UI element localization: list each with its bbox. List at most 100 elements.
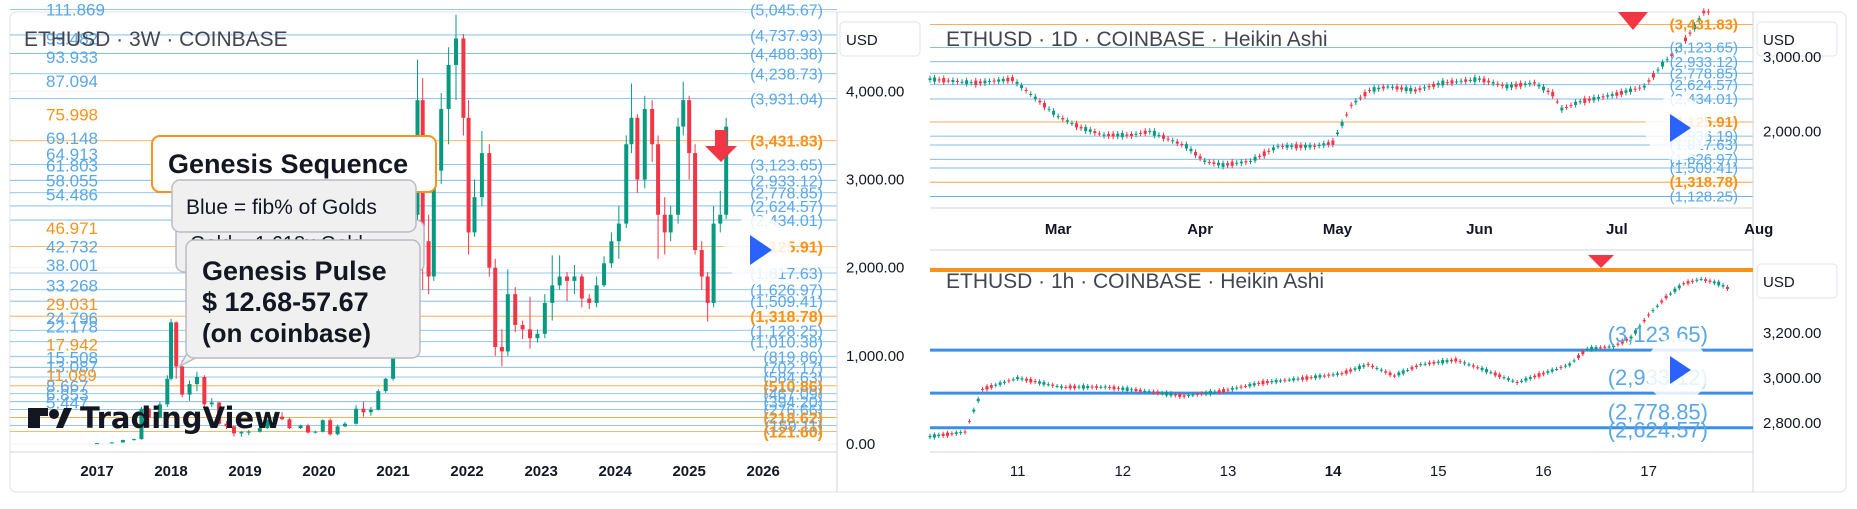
rt-candle-body [1555,101,1559,103]
rb-candle-body [1633,330,1637,334]
rt-candle-body [1294,144,1298,149]
rt-candle-body [1171,140,1175,142]
rb-candle-body [1699,278,1703,280]
left-candle-body [594,285,599,303]
rb-x-tick-label: 14 [1325,463,1342,480]
left-x-tick-label: 2025 [672,463,705,480]
left-candle-body [487,153,492,268]
rt-candle-body [1372,87,1376,92]
rt-candle-body [988,81,992,83]
rb-candle-body [1629,336,1633,339]
rb-candle-body [1046,384,1050,386]
rt-candle-body [1038,100,1042,103]
right-top-chart-title: ETHUSD · 1D · COINBASE · Heikin Ashi [946,28,1328,51]
rt-candle-body [1697,18,1701,21]
rb-candle-body [1270,380,1274,383]
rt-candle-body [1258,156,1262,158]
left-y-tick-label: 0.00 [846,436,875,453]
rb-candle-body [1068,385,1072,389]
rb-candle-body [1638,325,1642,327]
rt-candle-body [1093,131,1097,134]
rt-candle-body [1390,86,1394,88]
rt-candle-body [1519,82,1523,87]
rb-candle-body [1463,362,1467,364]
rt-candle-body [1615,92,1619,96]
rt-candle-body [1001,79,1005,82]
rt-currency-button[interactable] [1756,21,1838,57]
rt-candle-body [1194,152,1198,156]
rb-candle-body [1038,381,1042,384]
left-candle-body [513,294,518,325]
left-candle-body [668,214,673,233]
rb-candle-body [1230,387,1234,390]
rb-play-button[interactable] [1645,338,1709,402]
rb-candle-body [1568,363,1572,366]
rt-candles [928,8,1710,170]
rb-candle-body [1016,377,1020,379]
rb-x-tick-label: 13 [1220,463,1237,480]
rb-candle-body [1647,314,1651,316]
left-fib-price-label: (819.86) [763,350,823,367]
rt-candle-body [1459,80,1463,82]
rb-candle-body [1524,378,1528,381]
rb-candle-body [1419,364,1423,366]
rt-candle-body [1564,106,1568,108]
rb-x-tick-label: 12 [1114,463,1131,480]
rt-candle-body [1651,73,1655,78]
rb-candle-body [1252,383,1256,386]
play-icon[interactable] [1670,356,1691,384]
rt-candle-body [1464,79,1468,82]
rb-candle-body [1344,370,1348,374]
blue-note-box [171,179,417,233]
rt-candle-body [1610,94,1614,96]
rb-candle-body [950,433,954,435]
play-icon[interactable] [750,235,772,265]
rt-candle-body [1661,61,1665,67]
rt-fib-lines [930,24,1753,197]
rb-candle-body [1235,387,1239,389]
rb-candle-body [1261,380,1265,385]
rb-candle-body [1436,361,1440,363]
play-icon[interactable] [1670,114,1691,142]
left-candle-body [165,378,170,405]
rt-candle-body [1468,79,1472,81]
rt-candle-body [1381,86,1385,89]
rt-candle-body [1336,132,1339,134]
rb-candle-body [946,432,950,436]
rt-candle-body [1422,87,1426,89]
rb-candle-body [1537,373,1541,377]
tradingview-logo-icon [28,408,72,428]
rt-candle-body [1647,80,1651,82]
rb-candle-body [1651,310,1655,312]
left-fib-pct-label: 61.803 [46,156,98,175]
rb-candle-body [1594,347,1598,349]
rt-candle-body [1505,84,1509,89]
rb-candle-body [959,432,963,434]
rt-candle-body [1656,69,1660,71]
rt-candle-body [1509,84,1513,88]
left-candle-body [505,294,510,352]
left-fib-pct-label: 8.667 [46,377,89,396]
left-play-button[interactable] [723,216,791,284]
rb-candle-body [963,431,967,433]
rt-candle-body [1477,78,1481,80]
rb-candle-body [1314,375,1318,379]
rt-candle-body [1148,130,1152,132]
rb-currency-button[interactable] [1756,263,1838,299]
left-candle-body [202,376,207,405]
rb-y-tick-label: 2,800.00 [1763,415,1821,432]
rb-candle-body [1222,389,1226,393]
rb-candle-body [1585,348,1589,350]
left-candle-body [335,426,340,435]
left-currency-button[interactable] [839,21,921,57]
rt-candle-body [1097,133,1101,135]
rt-play-button[interactable] [1645,96,1709,160]
rt-candle-body [955,80,959,82]
rb-candle-body [1143,390,1147,392]
rb-candle-body [1243,386,1247,388]
rt-candle-body [1088,129,1092,132]
rb-candle-body [1200,393,1204,395]
rt-candle-body [1084,127,1088,132]
